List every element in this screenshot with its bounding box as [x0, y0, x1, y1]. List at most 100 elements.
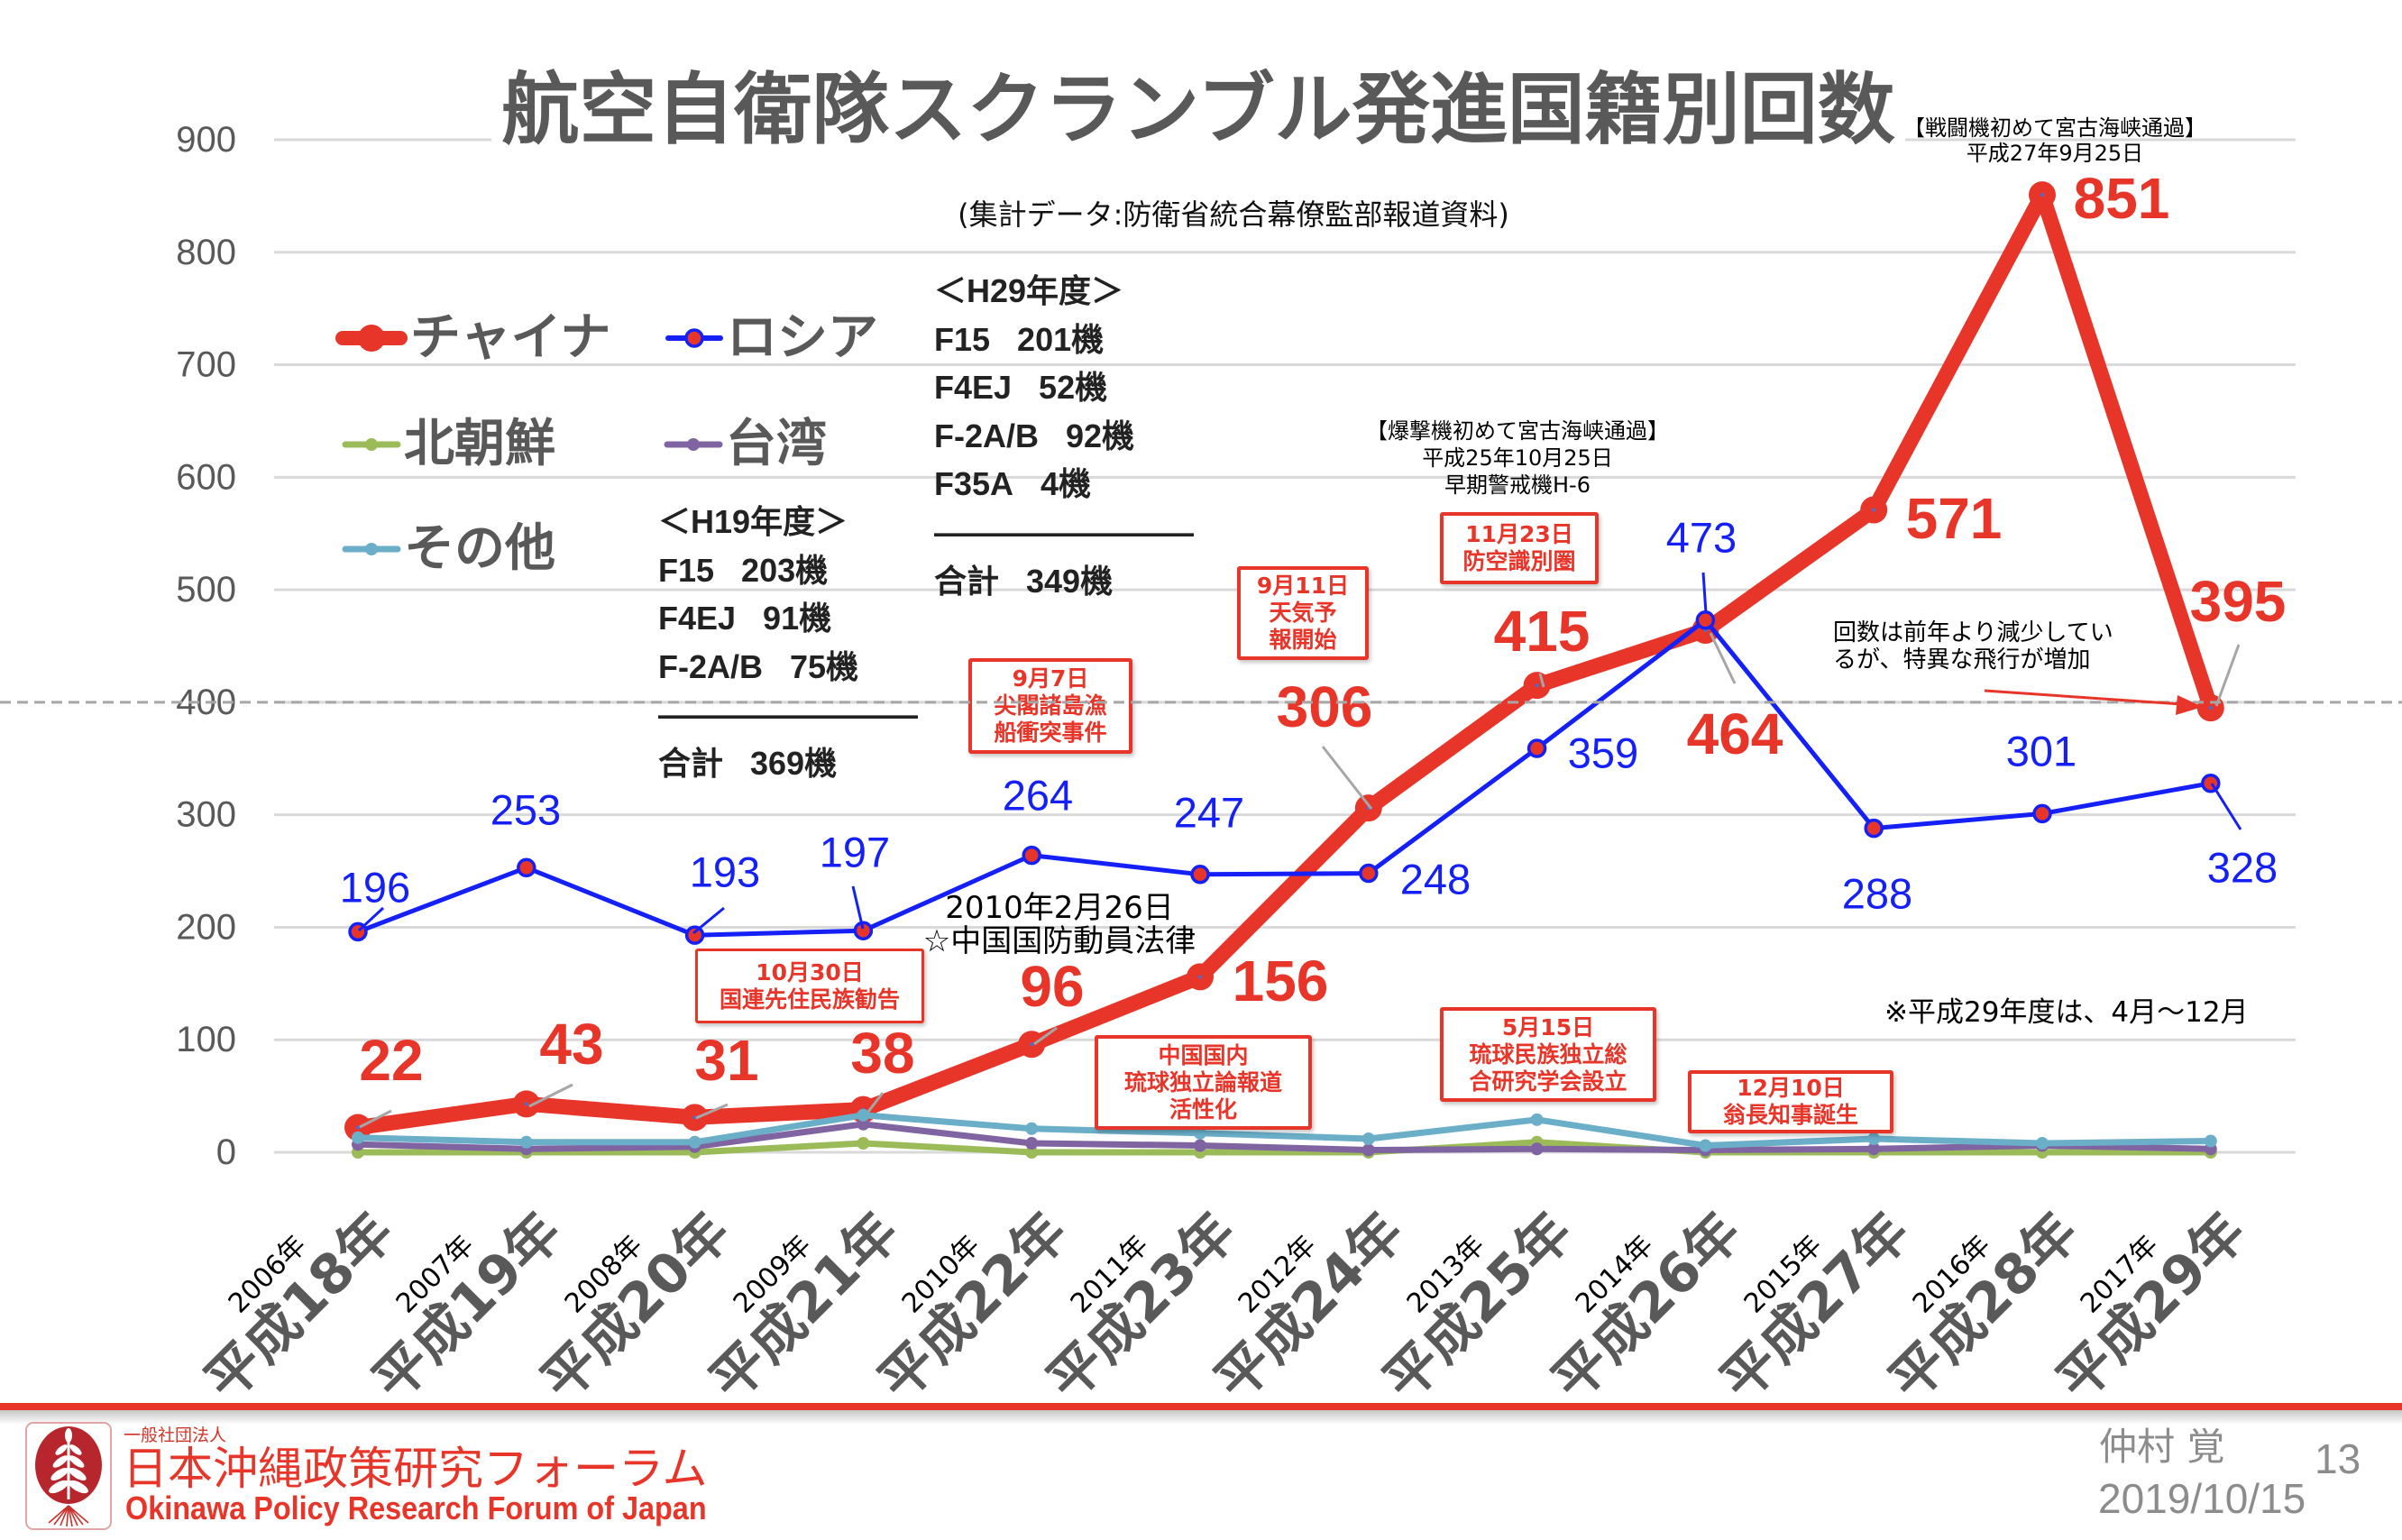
y-tick-label: 0	[216, 1132, 236, 1172]
legend-item-china: チャイナ	[335, 307, 610, 370]
event-box-senkaku-collision: 9月7日 尖閣諸島漁 船衝突事件	[968, 658, 1132, 754]
data-point-russia	[1864, 818, 1884, 839]
data-point-taiwan	[1025, 1137, 1039, 1150]
legend-label: その他	[404, 519, 555, 578]
aircraft-model: F-2A/B	[658, 647, 763, 685]
series-line-taiwan	[354, 1121, 2214, 1153]
aircraft-model: F4EJ	[934, 369, 1013, 407]
presentation-date: 2019/10/15	[2098, 1475, 2306, 1522]
data-point-center-dot	[1535, 683, 1539, 688]
event-line: 防空識別圏	[1462, 548, 1576, 574]
aircraft-model: F35A	[934, 465, 1014, 503]
event-line: 天気予	[1269, 600, 1337, 626]
legend-label: チャイナ	[410, 308, 611, 367]
y-axis-ticks: 0 100 200 300 400 500 600 700 800 900	[176, 120, 236, 1172]
data-label-russia: 253	[490, 786, 561, 834]
series-china	[344, 181, 2224, 1141]
aircraft-count: 203機	[741, 551, 829, 589]
data-point-other	[2036, 1137, 2049, 1150]
data-label-china: 571	[1906, 486, 2003, 551]
data-label-russia: 288	[1842, 870, 1912, 918]
data-point-north-korea	[857, 1137, 870, 1150]
data-point-russia	[1695, 610, 1716, 630]
y-tick-label: 800	[176, 233, 236, 272]
data-label-russia: 247	[1174, 789, 1244, 837]
legend-label: ロシア	[727, 308, 878, 367]
fleet-heading: ＜H19年度＞	[658, 503, 848, 540]
data-point-taiwan	[1530, 1142, 1544, 1156]
data-point-other	[1699, 1139, 1712, 1152]
y-tick-label: 100	[176, 1020, 236, 1059]
data-point-russia	[853, 921, 874, 940]
event-line: 国連先住民族勧告	[719, 985, 900, 1013]
data-point-center-dot	[1198, 975, 1202, 979]
leader-line	[1538, 673, 1545, 688]
annotation-fighter-transit: 【戦闘機初めて宮古海峡通過】 平成27年9月25日	[1893, 115, 2217, 166]
legend-label: 北朝鮮	[404, 415, 555, 473]
data-point-taiwan	[1194, 1139, 1206, 1152]
event-line: 報開始	[1269, 627, 1337, 653]
aircraft-count: 75機	[790, 647, 859, 685]
leader-line	[1709, 632, 1737, 684]
data-point-center-dot	[1030, 1042, 1034, 1047]
total-label: 合計	[934, 562, 1000, 600]
legend-swatch-other-icon	[342, 543, 401, 555]
footer-rule-shadow	[0, 1410, 2402, 1425]
series-line-china	[350, 187, 2219, 1135]
series-other	[352, 1108, 2217, 1152]
event-box-un-recommendation: 10月30日 国連先住民族勧告	[695, 949, 924, 1023]
event-line: 翁長知事誕生	[1722, 1102, 1858, 1128]
leader-line	[866, 1092, 885, 1113]
leader-line	[1701, 572, 1708, 614]
author-name: 仲村 覚	[2099, 1425, 2225, 1469]
annotation-line: 平成27年9月25日	[1966, 141, 2144, 166]
data-point-center-dot	[2208, 706, 2213, 710]
aircraft-model: F15	[658, 551, 715, 589]
data-point-taiwan	[1867, 1142, 1881, 1156]
data-point-other	[1867, 1132, 1881, 1146]
data-label-russia: 328	[2207, 844, 2278, 892]
leader-line	[2210, 783, 2242, 830]
fleet-row: F15 201機	[934, 316, 1194, 364]
legend-swatch-china-icon	[335, 325, 408, 352]
event-line: 琉球民族独立総	[1469, 1040, 1627, 1068]
total-label: 合計	[658, 744, 724, 782]
data-point-russia	[1190, 865, 1210, 885]
data-label-china: 415	[1494, 599, 1591, 664]
data-label-russia: 264	[1003, 772, 1073, 820]
event-line: 12月10日	[1737, 1075, 1845, 1101]
series-line-other	[354, 1112, 2214, 1149]
fleet-row: F35A 4機	[934, 460, 1194, 509]
data-label-russia: 193	[690, 848, 760, 896]
data-label-china: 43	[539, 1012, 603, 1077]
fleet-total-row: 合計 369機	[658, 739, 918, 788]
aircraft-count: 91機	[763, 600, 832, 637]
legend-item-russia: ロシア	[665, 307, 878, 370]
data-label-china: 156	[1233, 949, 1329, 1013]
event-line: 5月15日	[1501, 1013, 1595, 1040]
leader-line	[1321, 746, 1373, 810]
series-russia	[348, 610, 2221, 945]
data-label-china: 851	[2074, 166, 2170, 231]
y-tick-label: 700	[176, 345, 236, 385]
org-prefix: 一般社団法人	[124, 1425, 227, 1445]
data-point-other	[688, 1135, 701, 1149]
event-line: 尖閣諸島漁	[994, 692, 1107, 719]
data-point-other	[1361, 1132, 1375, 1146]
leader-line	[692, 906, 725, 935]
data-labels: 22 43 31 38 96 156 306 415 464 571 851 395 196 253 193…	[340, 166, 2287, 1093]
org-name-en: Okinawa Policy Research Forum of Japan	[125, 1490, 707, 1526]
aircraft-model: F4EJ	[658, 600, 737, 637]
data-label-russia: 473	[1666, 514, 1737, 562]
aircraft-count: 52機	[1039, 369, 1108, 407]
event-line: 合研究学会設立	[1469, 1068, 1627, 1095]
data-label-russia: 196	[340, 864, 410, 912]
annotation-line: 回数は前年より減少してい	[1833, 619, 2113, 646]
fleet-row: F4EJ 91機	[658, 594, 918, 643]
data-point-center-dot	[1872, 508, 1876, 512]
data-label-china: 395	[2190, 569, 2287, 634]
annotation-defense-mobilization-law: 2010年2月26日 ☆中国国防動員法律	[879, 892, 1240, 958]
chart-subtitle: (集計データ:防衛省統合幕僚監部報道資料)	[958, 197, 1509, 232]
